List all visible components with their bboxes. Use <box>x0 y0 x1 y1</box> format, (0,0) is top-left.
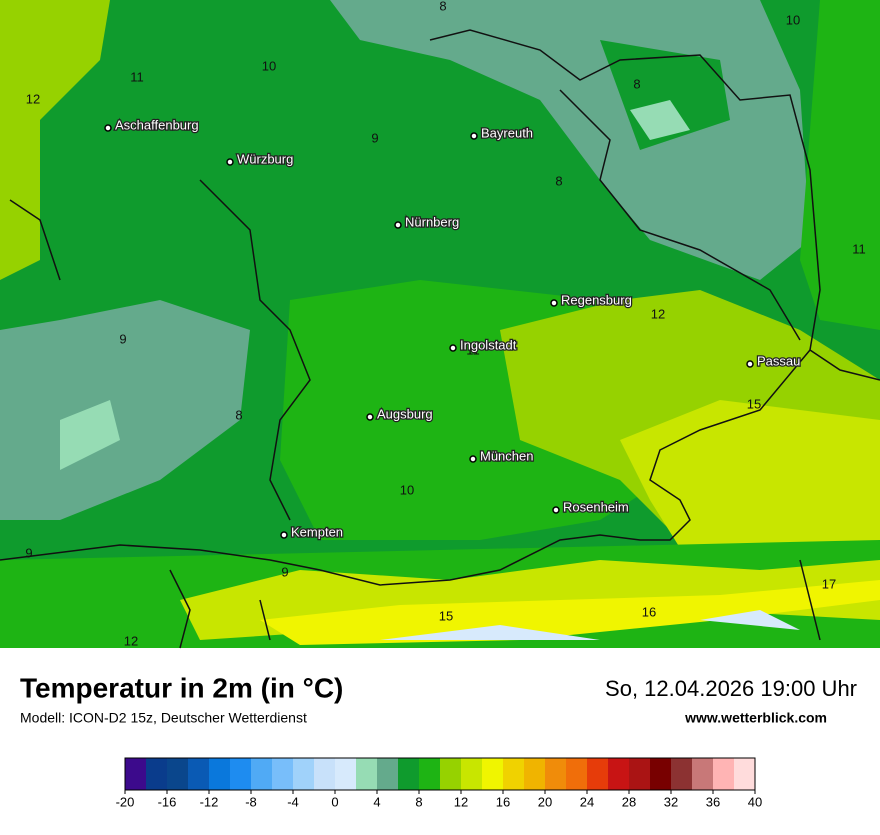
city-dot <box>449 344 457 352</box>
city-dot <box>366 413 374 421</box>
colorbar-segment <box>251 758 272 790</box>
colorbar-frame <box>124 757 756 791</box>
colorbar-segment <box>377 758 398 790</box>
colorbar-segment <box>650 758 671 790</box>
city-label: Bayreuth <box>481 125 533 140</box>
colorbar-segment <box>587 758 608 790</box>
colorbar-segment <box>335 758 356 790</box>
city-dot <box>469 455 477 463</box>
contour-label: 9 <box>281 564 288 579</box>
contour-label: 16 <box>642 604 656 619</box>
colorbar-segment <box>608 758 629 790</box>
colorbar-segment <box>419 758 440 790</box>
contour-label: 8 <box>235 407 242 422</box>
city-label: Augsburg <box>377 406 433 421</box>
colorbar-segment <box>314 758 335 790</box>
city-dot <box>470 132 478 140</box>
city-label: Würzburg <box>237 151 293 166</box>
city-dot <box>550 299 558 307</box>
contour-label: 8 <box>633 76 640 91</box>
tick-label: 4 <box>373 794 380 809</box>
borders <box>0 29 880 649</box>
map-background <box>0 0 880 648</box>
contour-label: 8 <box>439 0 446 13</box>
colorbar-segment <box>356 758 377 790</box>
colorbar-segment <box>293 758 314 790</box>
tick-label: 24 <box>580 794 594 809</box>
tick-label: 12 <box>454 794 468 809</box>
contour-label: 10 <box>400 482 414 497</box>
colorbar-segment <box>566 758 587 790</box>
datetime: So, 12.04.2026 19:00 Uhr <box>605 676 857 701</box>
colorbar-segment <box>671 758 692 790</box>
colorbar-segment <box>461 758 482 790</box>
city-label: München <box>480 448 533 463</box>
colorbar-segment <box>398 758 419 790</box>
city-dot <box>226 158 234 166</box>
city-label: Kempten <box>291 524 343 539</box>
site: www.wetterblick.com <box>684 710 827 726</box>
colorbar-segment <box>482 758 503 790</box>
contour-label: 15 <box>747 396 761 411</box>
tick-label: 0 <box>331 794 338 809</box>
colorbar-segment <box>188 758 209 790</box>
contour-label: 12 <box>651 306 665 321</box>
colorbar-segment <box>524 758 545 790</box>
tick-label: -16 <box>158 794 177 809</box>
contour-label: 10 <box>786 12 800 27</box>
contour-label: 8 <box>555 173 562 188</box>
tick-label: -12 <box>200 794 219 809</box>
colorbar-segment <box>209 758 230 790</box>
tick-label: 20 <box>538 794 552 809</box>
contour-label: 9 <box>371 130 378 145</box>
contour-label: 15 <box>439 608 453 623</box>
tick-label: 8 <box>415 794 422 809</box>
city-label: Rosenheim <box>563 499 629 514</box>
colorbar-segment <box>692 758 713 790</box>
tick-label: 16 <box>496 794 510 809</box>
colorbar-segment <box>440 758 461 790</box>
tick-label: 28 <box>622 794 636 809</box>
contour-label: 9 <box>25 545 32 560</box>
model: Modell: ICON-D2 15z, Deutscher Wetterdie… <box>20 710 307 726</box>
contour-label: 11 <box>466 342 480 357</box>
city-dot <box>104 124 112 132</box>
city-label: Nürnberg <box>405 214 459 229</box>
colorbar-segment <box>167 758 188 790</box>
tick-label: -8 <box>245 794 257 809</box>
city-label: Aschaffenburg <box>115 117 199 132</box>
contour-label: 12 <box>26 91 40 106</box>
contour-label: 17 <box>822 576 836 591</box>
tick-label: 36 <box>706 794 720 809</box>
colorbar-segment <box>146 758 167 790</box>
tick-label: 40 <box>748 794 762 809</box>
city-label: Ingolstadt <box>460 337 517 352</box>
city-label: Regensburg <box>561 292 632 307</box>
colorbar-segment <box>272 758 293 790</box>
contour-label: 11 <box>852 241 866 256</box>
colorbar-segment <box>713 758 734 790</box>
colorbar-segment <box>734 758 755 790</box>
title: Temperatur in 2m (in °C) <box>20 672 343 703</box>
city-dot <box>394 221 402 229</box>
tick-label: -4 <box>287 794 299 809</box>
colorbar-segment <box>230 758 251 790</box>
contour-label: 12 <box>124 633 138 648</box>
city-dot <box>552 506 560 514</box>
colorbar-segment <box>125 758 146 790</box>
tick-label: -20 <box>116 794 135 809</box>
city-dot <box>746 360 754 368</box>
city-label: Passau <box>757 353 800 368</box>
contour-label: 10 <box>262 58 276 73</box>
colorbar-segment <box>503 758 524 790</box>
city-dot <box>280 531 288 539</box>
contour-label: 9 <box>119 331 126 346</box>
colorbar-segment <box>629 758 650 790</box>
tick-label: 32 <box>664 794 678 809</box>
colorbar-segment <box>545 758 566 790</box>
contour-label: 11 <box>130 69 144 84</box>
